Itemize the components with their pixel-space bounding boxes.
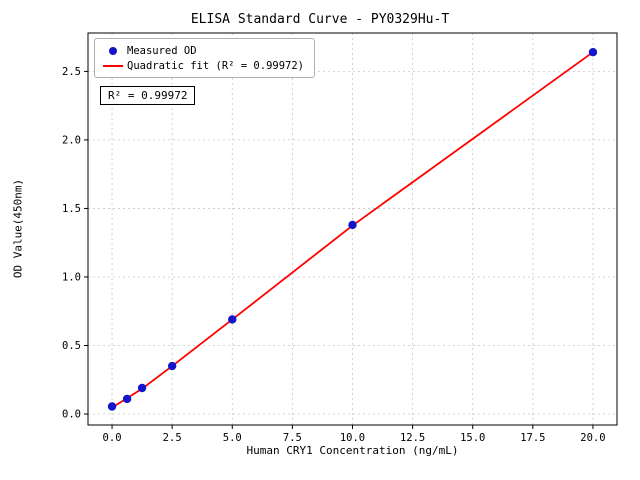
x-axis-label: Human CRY1 Concentration (ng/mL): [246, 444, 459, 457]
data-point: [348, 220, 357, 230]
x-tick-label: 7.5: [283, 432, 302, 444]
x-tick-label: 15.0: [460, 432, 485, 444]
data-point: [588, 47, 598, 57]
y-tick-label: 2.5: [62, 66, 81, 78]
x-tick-label: 17.5: [520, 432, 545, 444]
scatter-marker-icon: [109, 46, 117, 55]
y-tick-label: 0.0: [62, 409, 81, 421]
data-point: [228, 315, 237, 324]
x-tick-label: 10.0: [340, 432, 365, 444]
y-tick-label: 1.0: [62, 271, 81, 283]
legend-entry-quadratic-fit: Quadratic fit (R² = 0.99972): [103, 58, 304, 73]
x-tick-label: 20.0: [580, 432, 605, 444]
x-tick-label: 12.5: [400, 432, 425, 444]
y-axis-label: OD Value(450nm): [11, 178, 25, 279]
x-tick-label: 5.0: [223, 432, 242, 444]
legend-label: Quadratic fit (R² = 0.99972): [127, 59, 305, 72]
x-tick-label: 0.0: [103, 432, 122, 444]
data-point: [137, 383, 147, 393]
data-point: [122, 394, 132, 404]
legend: Measured OD Quadratic fit (R² = 0.99972): [94, 38, 316, 78]
legend-entry-measured-od: Measured OD: [103, 43, 304, 58]
chart-title: ELISA Standard Curve - PY0329Hu-T: [190, 12, 450, 27]
y-tick-label: 0.5: [62, 340, 81, 352]
legend-label: Measured OD: [127, 44, 197, 57]
x-tick-label: 2.5: [163, 432, 182, 444]
data-point: [107, 402, 117, 411]
y-tick-label: 1.5: [62, 203, 81, 215]
r-squared-annotation: R² = 0.99972: [100, 86, 196, 105]
data-point: [167, 361, 177, 371]
y-tick-label: 2.0: [62, 134, 81, 146]
line-marker-icon: [103, 64, 123, 67]
